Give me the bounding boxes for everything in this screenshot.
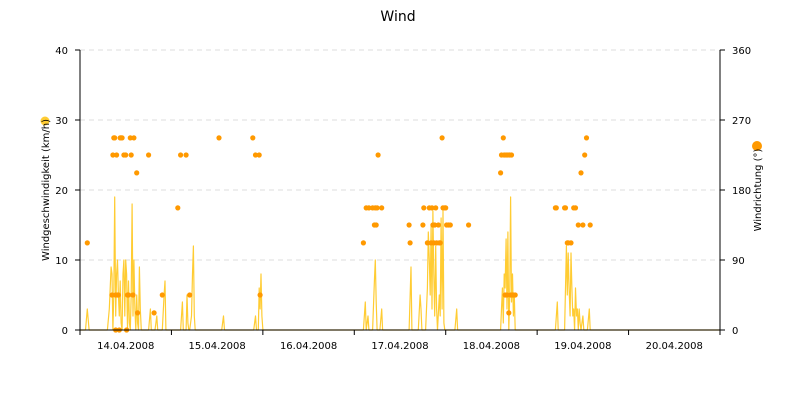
direction-point — [130, 292, 136, 298]
direction-point — [374, 205, 380, 211]
y-right-axis-title: Windrichtung (°) — [753, 149, 764, 232]
y-right-tick-label: 180 — [732, 186, 751, 197]
direction-point — [437, 240, 443, 246]
direction-point — [433, 205, 439, 211]
dot-layer — [84, 135, 593, 333]
direction-point — [146, 152, 152, 158]
direction-point — [252, 152, 259, 158]
direction-point — [131, 135, 137, 141]
direction-point — [216, 135, 222, 141]
direction-point — [175, 205, 181, 211]
direction-point — [553, 205, 559, 211]
direction-point — [562, 205, 569, 211]
chart-title: Wind — [380, 9, 415, 25]
direction-point — [447, 222, 453, 228]
grid-layer — [80, 49, 720, 261]
line-layer — [80, 196, 720, 331]
direction-point — [432, 222, 438, 228]
direction-point — [512, 292, 518, 298]
direction-point — [578, 170, 584, 176]
direction-point — [127, 135, 133, 141]
x-tick-label: 20.04.2008 — [646, 341, 703, 352]
direction-point — [123, 152, 129, 158]
direction-point — [443, 205, 449, 211]
direction-point — [256, 152, 262, 158]
direction-point — [128, 152, 134, 158]
y-left-tick-label: 20 — [55, 186, 68, 197]
direction-point — [375, 152, 381, 158]
y-left-tick-label: 0 — [62, 326, 68, 337]
direction-legend-icon — [752, 141, 762, 151]
direction-point — [406, 222, 412, 228]
direction-point — [439, 135, 445, 141]
direction-point — [109, 292, 115, 298]
direction-point — [421, 205, 427, 211]
direction-point — [112, 135, 118, 141]
direction-point — [257, 292, 263, 298]
direction-point — [151, 310, 157, 316]
y-left-tick-label: 30 — [55, 116, 68, 127]
speed-legend-icon — [40, 116, 50, 126]
direction-point — [115, 292, 121, 298]
y-left-tick-label: 10 — [55, 256, 68, 267]
direction-point — [420, 222, 426, 228]
direction-point — [587, 222, 593, 228]
direction-point — [500, 135, 506, 141]
y-left-tick-label: 40 — [55, 46, 68, 57]
direction-point — [366, 205, 372, 211]
direction-point — [114, 152, 120, 158]
direction-point — [568, 240, 574, 246]
direction-point — [125, 292, 132, 298]
speed-line — [80, 196, 720, 331]
y-right-tick-label: 360 — [732, 46, 751, 57]
direction-point — [582, 152, 588, 158]
direction-point — [187, 292, 193, 298]
direction-point — [250, 135, 256, 141]
direction-point — [583, 135, 590, 141]
direction-point — [424, 240, 430, 246]
y-right-tick-label: 0 — [732, 326, 738, 337]
direction-point — [159, 292, 165, 298]
y-right-tick-label: 90 — [732, 256, 745, 267]
direction-point — [498, 170, 504, 176]
direction-point — [84, 240, 90, 246]
x-tick-label: 16.04.2008 — [280, 341, 337, 352]
direction-point — [110, 152, 116, 158]
direction-point — [135, 310, 141, 316]
x-tick-label: 19.04.2008 — [554, 341, 611, 352]
direction-point — [466, 222, 472, 228]
x-tick-label: 17.04.2008 — [371, 341, 428, 352]
direction-point — [508, 152, 515, 158]
direction-point — [134, 170, 140, 176]
y-right-tick-label: 270 — [732, 116, 751, 127]
direction-point — [360, 240, 366, 246]
direction-point — [575, 222, 581, 228]
direction-point — [119, 135, 125, 141]
direction-point — [504, 292, 510, 298]
y-left-axis-title: Windgeschwindigkeit (km/h) — [41, 119, 52, 261]
x-tick-label: 15.04.2008 — [189, 341, 246, 352]
x-tick-label: 14.04.2008 — [97, 341, 154, 352]
direction-point — [183, 152, 189, 158]
axis-layer: 0 10 20 30 40 0 90 180 270 360 14.04.2008 15.04.200… — [55, 46, 751, 352]
direction-point — [435, 222, 441, 228]
direction-point — [407, 240, 413, 246]
direction-point — [429, 205, 435, 211]
direction-point — [379, 205, 385, 211]
direction-point — [572, 205, 579, 211]
direction-point — [373, 222, 379, 228]
direction-point — [178, 152, 184, 158]
x-tick-label: 18.04.2008 — [463, 341, 520, 352]
direction-point — [580, 222, 586, 228]
direction-point — [506, 310, 512, 316]
